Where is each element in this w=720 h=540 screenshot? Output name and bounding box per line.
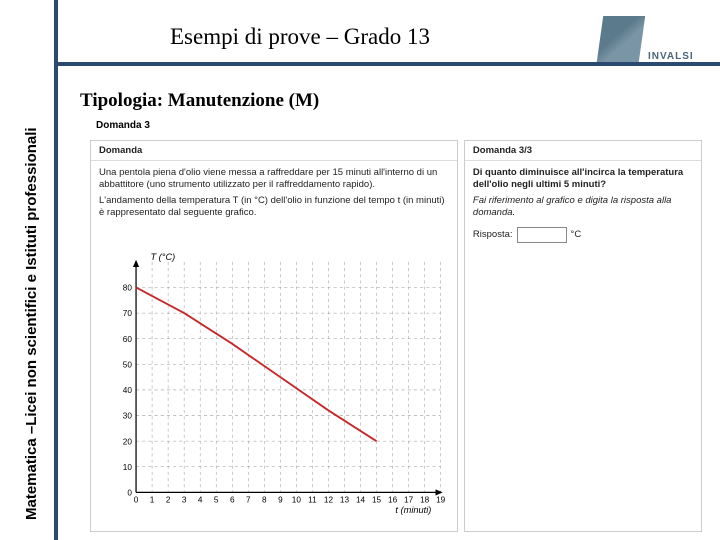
side-label: Matematica –Licei non scientifici e Isti… <box>24 100 41 520</box>
svg-text:20: 20 <box>123 437 133 446</box>
svg-text:30: 30 <box>123 411 133 420</box>
subtitle: Tipologia: Manutenzione (M) <box>80 90 319 112</box>
logo-text: INVALSI <box>648 51 694 62</box>
svg-text:13: 13 <box>340 495 350 504</box>
svg-text:18: 18 <box>420 495 430 504</box>
svg-text:4: 4 <box>198 495 203 504</box>
svg-text:0: 0 <box>134 495 139 504</box>
panel-left: Domanda Una pentola piena d'olio viene m… <box>90 140 458 532</box>
svg-text:70: 70 <box>123 309 133 318</box>
svg-text:2: 2 <box>166 495 171 504</box>
svg-text:T (°C): T (°C) <box>150 251 175 261</box>
svg-text:9: 9 <box>278 495 283 504</box>
logo-shape <box>597 16 645 62</box>
left-p1: Una pentola piena d'olio viene messa a r… <box>99 167 449 191</box>
right-panel-body: Di quanto diminuisce all'incirca la temp… <box>465 161 701 249</box>
svg-text:7: 7 <box>246 495 251 504</box>
answer-unit: °C <box>571 229 582 240</box>
svg-text:3: 3 <box>182 495 187 504</box>
question-text: Di quanto diminuisce all'incirca la temp… <box>473 167 693 191</box>
svg-text:t (minuti): t (minuti) <box>395 504 431 514</box>
svg-text:40: 40 <box>123 386 133 395</box>
svg-text:60: 60 <box>123 334 133 343</box>
svg-text:14: 14 <box>356 495 366 504</box>
answer-label: Risposta: <box>473 229 513 240</box>
svg-text:80: 80 <box>123 283 133 292</box>
svg-text:1: 1 <box>150 495 155 504</box>
frame-top <box>54 62 720 66</box>
svg-text:11: 11 <box>308 495 317 504</box>
left-p2: L'andamento della temperatura T (in °C) … <box>99 195 449 219</box>
panel-container: Domanda Una pentola piena d'olio viene m… <box>90 140 702 532</box>
svg-text:12: 12 <box>324 495 334 504</box>
svg-text:17: 17 <box>404 495 414 504</box>
left-panel-head: Domanda <box>91 141 457 161</box>
invalsi-logo: INVALSI <box>600 6 710 62</box>
domanda3-label: Domanda 3 <box>96 120 150 131</box>
answer-row: Risposta: °C <box>473 227 693 243</box>
right-panel-head: Domanda 3/3 <box>465 141 701 161</box>
frame-left <box>54 0 58 540</box>
answer-input[interactable] <box>517 227 567 243</box>
svg-text:10: 10 <box>292 495 302 504</box>
temperature-chart: 0123456789101112131415161718191020304050… <box>99 233 449 530</box>
svg-text:5: 5 <box>214 495 219 504</box>
svg-text:0: 0 <box>127 488 132 497</box>
left-panel-body: Una pentola piena d'olio viene messa a r… <box>91 161 457 229</box>
hint-text: Fai riferimento al grafico e digita la r… <box>473 195 693 219</box>
svg-text:19: 19 <box>436 495 446 504</box>
svg-text:16: 16 <box>388 495 398 504</box>
svg-text:10: 10 <box>123 462 133 471</box>
svg-text:8: 8 <box>262 495 267 504</box>
svg-text:50: 50 <box>123 360 133 369</box>
chart-wrap: 0123456789101112131415161718191020304050… <box>91 229 457 532</box>
svg-text:6: 6 <box>230 495 235 504</box>
panel-right: Domanda 3/3 Di quanto diminuisce all'inc… <box>464 140 702 532</box>
svg-text:15: 15 <box>372 495 382 504</box>
page-title: Esempi di prove – Grado 13 <box>170 24 430 50</box>
